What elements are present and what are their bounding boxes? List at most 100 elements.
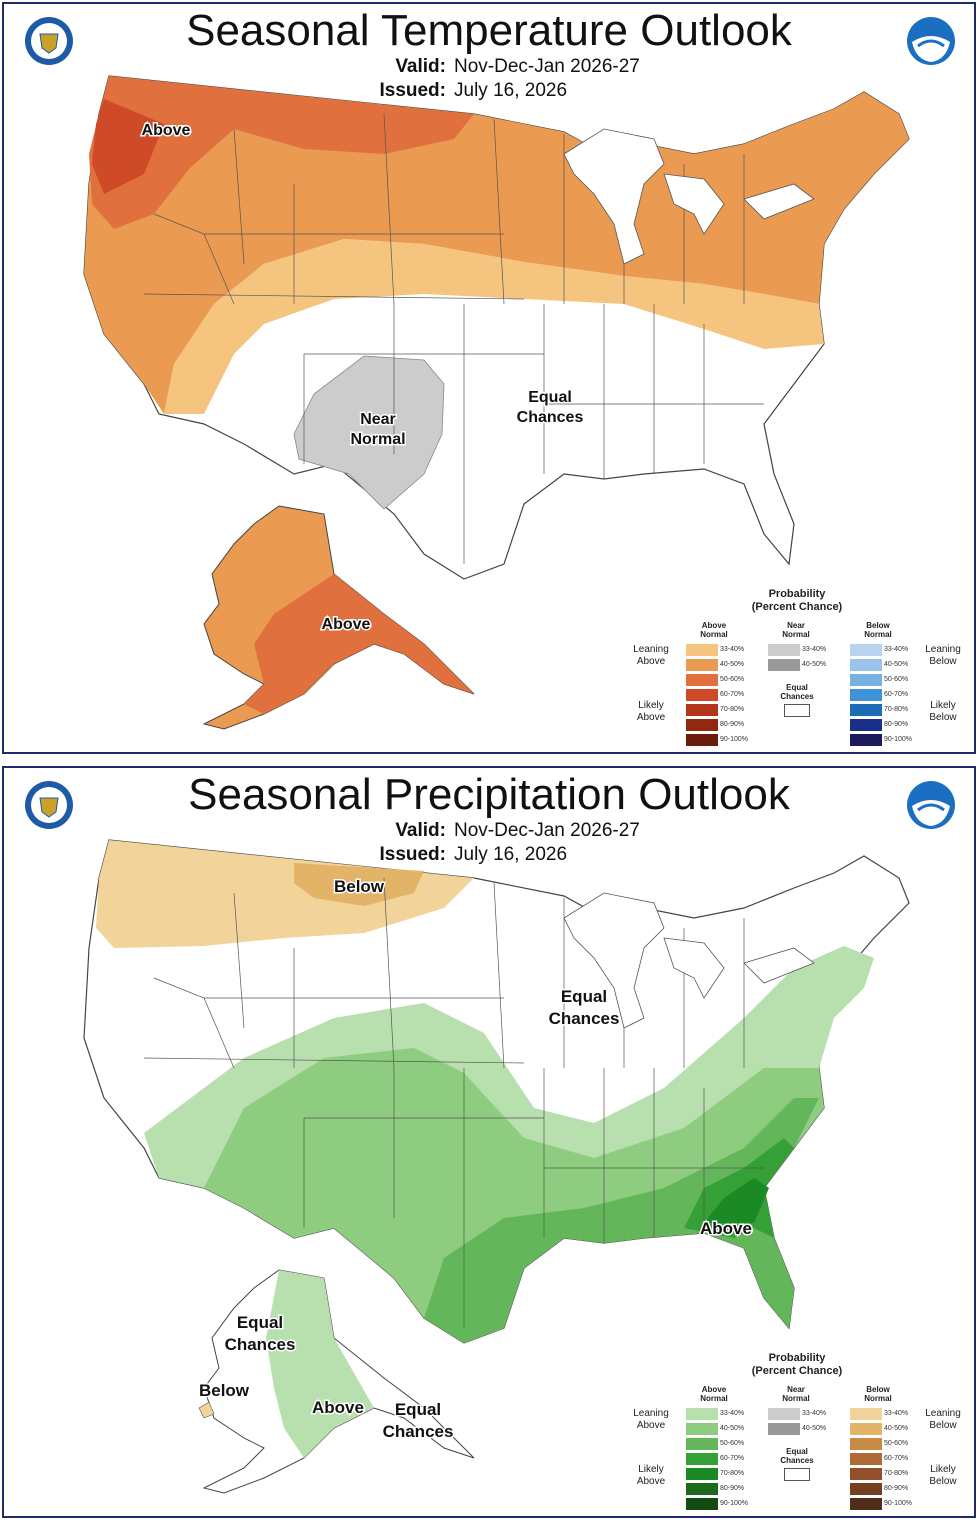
legend-swatch-above xyxy=(686,704,718,716)
legend-likely-below: Likely xyxy=(930,1464,956,1475)
above-70-80-region xyxy=(704,1178,769,1223)
legend-leaning-above: Above xyxy=(636,656,666,667)
legend-range-label: 33-40% xyxy=(884,1410,909,1417)
legend-leaning-below: Leaning xyxy=(925,1408,961,1419)
legend-equal-swatch xyxy=(784,1468,810,1481)
legend-swatch-above xyxy=(686,689,718,701)
legend-swatch-below xyxy=(850,734,882,746)
legend-equal-label: Chances xyxy=(780,1456,814,1465)
legend-range-label: 90-100% xyxy=(884,1500,913,1507)
label-ak-equal-line2: Chances xyxy=(225,1335,296,1354)
alaska-above-region xyxy=(266,1270,374,1458)
legend-swatch-below xyxy=(850,1498,882,1510)
legend-likely-below: Likely xyxy=(930,700,956,711)
legend-column-header: Near xyxy=(787,1385,805,1394)
below-33-40-region xyxy=(96,840,474,948)
below-40-50-region xyxy=(294,863,424,906)
valid-value: Nov-Dec-Jan 2026-27 xyxy=(454,820,640,841)
legend-range-label: 40-50% xyxy=(884,1425,909,1432)
legend-swatch-above xyxy=(686,1483,718,1495)
legend-range-label: 40-50% xyxy=(884,661,909,668)
label-ak-equal-se-line1: Equal xyxy=(395,1400,441,1419)
legend-range-label: 33-40% xyxy=(802,646,827,653)
legend-range-label: 90-100% xyxy=(884,736,913,743)
legend-likely-above: Above xyxy=(636,1476,666,1487)
legend-range-label: 80-90% xyxy=(720,1485,745,1492)
legend-column-header: Normal xyxy=(782,630,810,639)
legend-swatch-above xyxy=(686,734,718,746)
legend-column-header: Below xyxy=(866,1385,890,1394)
legend-column-header: Near xyxy=(787,621,805,630)
valid-label: Valid: xyxy=(395,56,446,77)
legend-column-header: Normal xyxy=(864,630,892,639)
above-50-60-region xyxy=(424,1098,819,1343)
temperature-title: Seasonal Temperature Outlook xyxy=(186,6,792,55)
legend-column-header: Normal xyxy=(864,1394,892,1403)
legend-column-header: Below xyxy=(866,621,890,630)
legend-swatch-below xyxy=(850,689,882,701)
legend-range-label: 33-40% xyxy=(720,646,745,653)
legend-subtitle: (Percent Chance) xyxy=(751,1365,843,1377)
alaska-below-island xyxy=(198,1401,215,1419)
legend-title: Probability xyxy=(768,1352,826,1364)
alaska-50-60-region xyxy=(244,574,474,714)
legend-swatch-below xyxy=(850,704,882,716)
legend-swatch-near xyxy=(768,659,800,671)
legend-swatch-above xyxy=(686,1498,718,1510)
legend-range-label: 40-50% xyxy=(802,1425,827,1432)
legend-range-label: 70-80% xyxy=(720,1470,745,1477)
legend-swatch-above xyxy=(686,719,718,731)
legend-leaning-above: Above xyxy=(636,1420,666,1431)
above-40-50-region xyxy=(204,1048,824,1343)
legend-range-label: 50-60% xyxy=(720,676,745,683)
issued-value: July 16, 2026 xyxy=(454,80,568,101)
legend-swatch-above xyxy=(686,1453,718,1465)
legend-column-header: Normal xyxy=(782,1394,810,1403)
temperature-map: Above Near Normal Equal Chances Above xyxy=(83,75,910,730)
precipitation-legend: Probability (Percent Chance) Above Normal Ne… xyxy=(624,1352,964,1512)
legend-range-label: 33-40% xyxy=(884,646,909,653)
legend-swatch-above xyxy=(686,1468,718,1480)
legend-range-label: 40-50% xyxy=(802,661,827,668)
label-near-normal-line1: Near xyxy=(360,411,396,428)
legend-range-label: 60-70% xyxy=(884,1455,909,1462)
legend-range-label: 60-70% xyxy=(884,691,909,698)
legend-range-label: 60-70% xyxy=(720,1455,745,1462)
legend-range-label: 33-40% xyxy=(802,1410,827,1417)
label-ak-equal-se-line2: Chances xyxy=(383,1422,454,1441)
temperature-valid: Valid: Nov-Dec-Jan 2026-27 xyxy=(376,56,640,78)
legend-column-header: Normal xyxy=(700,1394,728,1403)
above-40-50-region xyxy=(84,76,909,414)
legend-swatch-below xyxy=(850,644,882,656)
legend-range-label: 40-50% xyxy=(720,1425,745,1432)
great-lakes xyxy=(563,128,815,265)
legend-leaning-above: Leaning xyxy=(633,644,669,655)
legend-column-header: Normal xyxy=(700,630,728,639)
precipitation-valid: Valid: Nov-Dec-Jan 2026-27 xyxy=(376,820,640,842)
legend-swatch-below xyxy=(850,1408,882,1420)
valid-label: Valid: xyxy=(395,820,446,841)
legend-leaning-above: Leaning xyxy=(633,1408,669,1419)
label-ak-equal-line1: Equal xyxy=(237,1313,283,1332)
legend-range-label: 50-60% xyxy=(884,676,909,683)
legend-likely-below: Below xyxy=(929,1476,957,1487)
noaa-logo-icon xyxy=(907,781,955,829)
near-normal-region xyxy=(293,355,445,510)
legend-swatch-below xyxy=(850,674,882,686)
legend-range-label: 60-70% xyxy=(720,691,745,698)
precipitation-map: Below Equal Chances Above Equal Chances … xyxy=(83,839,910,1494)
label-ak-above: Above xyxy=(312,1398,364,1417)
noaa-logo-icon xyxy=(907,17,955,65)
legend-swatch-near xyxy=(768,644,800,656)
issued-label: Issued: xyxy=(379,80,446,101)
label-ak-below: Below xyxy=(199,1381,250,1400)
legend-swatch-above xyxy=(686,1438,718,1450)
legend-leaning-below: Leaning xyxy=(925,644,961,655)
legend-subtitle: (Percent Chance) xyxy=(751,601,843,613)
legend-swatch-below xyxy=(850,1438,882,1450)
label-above-alaska: Above xyxy=(322,616,371,633)
issued-label: Issued: xyxy=(379,844,446,865)
label-equal-chances-line2: Chances xyxy=(549,1009,620,1028)
label-equal-chances-line1: Equal xyxy=(561,987,607,1006)
label-below-conus: Below xyxy=(334,877,385,896)
